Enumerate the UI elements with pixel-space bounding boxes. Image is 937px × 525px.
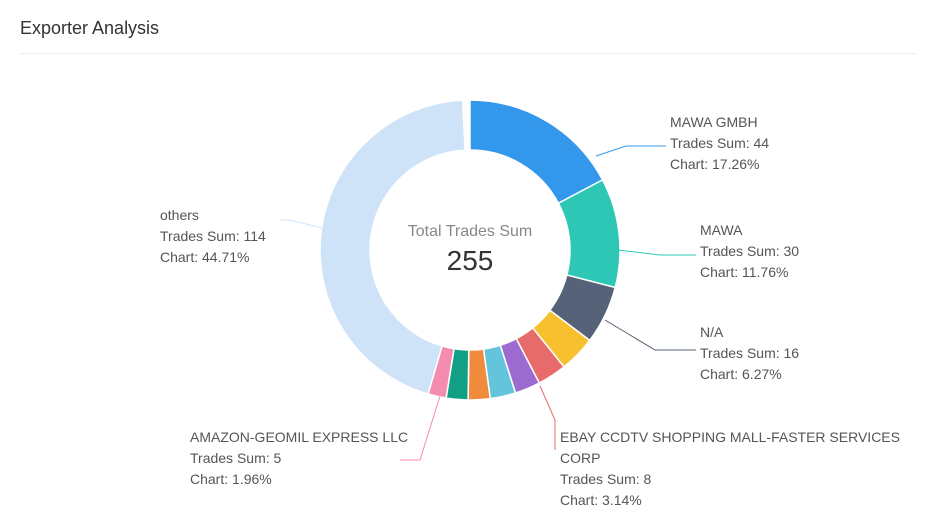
callout-name: MAWA [700, 220, 799, 241]
callout-percent: Chart: 6.27% [700, 364, 799, 385]
callout: N/ATrades Sum: 16Chart: 6.27% [700, 322, 799, 385]
exporter-donut-chart: Total Trades Sum 255 MAWA GMBHTrades Sum… [0, 60, 937, 525]
donut-segment[interactable] [470, 100, 603, 203]
callout-name: AMAZON-GEOMIL EXPRESS LLC [190, 427, 408, 448]
callout: MAWATrades Sum: 30Chart: 11.76% [700, 220, 799, 283]
callout-name: others [160, 205, 266, 226]
callout: EBAY CCDTV SHOPPING MALL-FASTER SERVICES… [560, 427, 937, 511]
page-title: Exporter Analysis [20, 10, 917, 54]
callout-name: N/A [700, 322, 799, 343]
donut-svg [320, 100, 620, 400]
callout-name: EBAY CCDTV SHOPPING MALL-FASTER SERVICES… [560, 427, 937, 469]
callout-name: MAWA GMBH [670, 112, 769, 133]
callout-percent: Chart: 17.26% [670, 154, 769, 175]
callout: othersTrades Sum: 114Chart: 44.71% [160, 205, 266, 268]
callout-trades-sum: Trades Sum: 5 [190, 448, 408, 469]
callout-trades-sum: Trades Sum: 30 [700, 241, 799, 262]
callout-percent: Chart: 1.96% [190, 469, 408, 490]
leader-line [280, 220, 322, 228]
callout: MAWA GMBHTrades Sum: 44Chart: 17.26% [670, 112, 769, 175]
callout-percent: Chart: 44.71% [160, 247, 266, 268]
callout-percent: Chart: 11.76% [700, 262, 799, 283]
callout-trades-sum: Trades Sum: 8 [560, 469, 937, 490]
leader-line [618, 250, 696, 255]
callout-percent: Chart: 3.14% [560, 490, 937, 511]
callout-trades-sum: Trades Sum: 16 [700, 343, 799, 364]
callout-trades-sum: Trades Sum: 44 [670, 133, 769, 154]
callout: AMAZON-GEOMIL EXPRESS LLCTrades Sum: 5Ch… [190, 427, 408, 490]
callout-trades-sum: Trades Sum: 114 [160, 226, 266, 247]
